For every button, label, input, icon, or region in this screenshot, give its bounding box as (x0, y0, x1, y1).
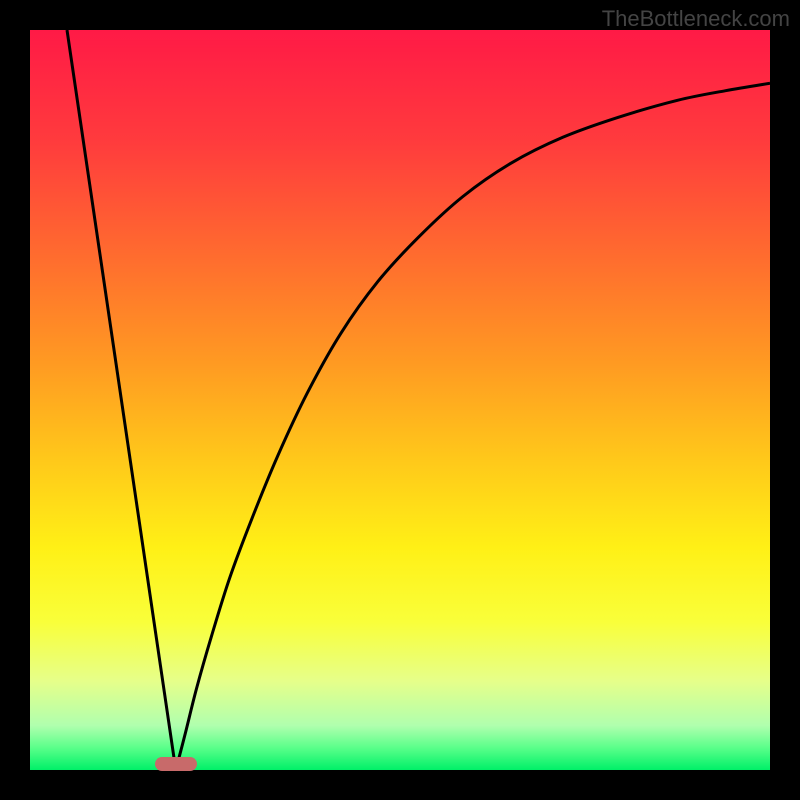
left-curve (67, 30, 176, 770)
bottleneck-marker (155, 757, 197, 771)
plot-area (30, 30, 770, 770)
chart-container: { "watermark": "TheBottleneck.com", "can… (0, 0, 800, 800)
watermark-text: TheBottleneck.com (602, 6, 790, 32)
curves-svg (30, 30, 770, 770)
right-curve (176, 83, 770, 770)
